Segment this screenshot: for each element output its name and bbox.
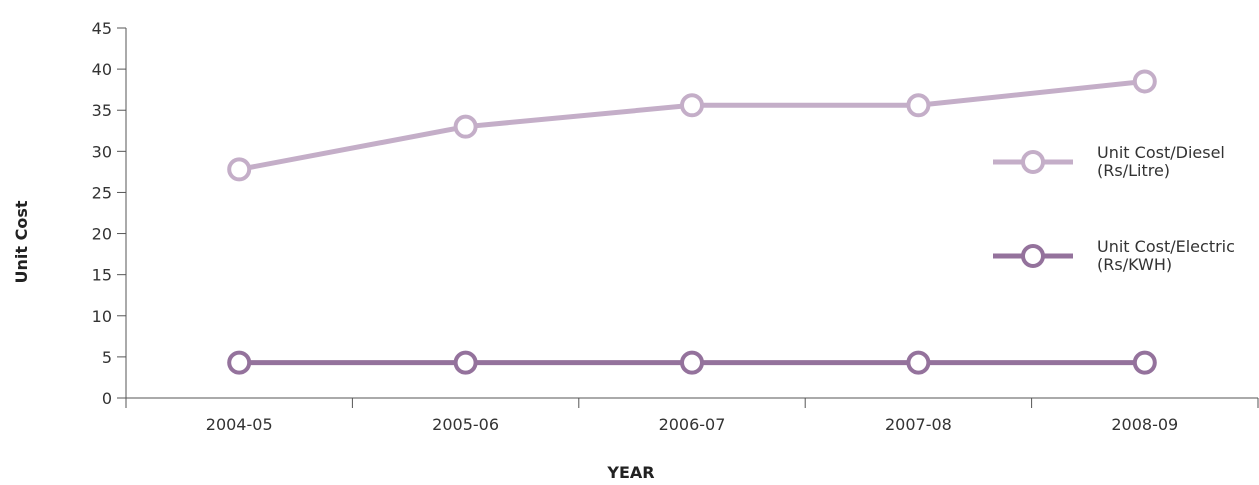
y-tick-label: 40: [92, 60, 112, 79]
legend: Unit Cost/Diesel(Rs/Litre) Unit Cost/Elec…: [993, 143, 1235, 274]
x-axis: 2004-05 2005-06 2006-07 2007-08 2008-09: [125, 397, 1259, 434]
y-axis-title: Unit Cost: [12, 200, 31, 283]
x-axis-title: YEAR: [606, 463, 654, 482]
data-point: [453, 114, 478, 139]
data-point: [227, 157, 252, 182]
data-point: [906, 93, 931, 118]
y-tick-label: 0: [102, 389, 112, 408]
x-tick-label: 2006-07: [659, 415, 726, 434]
series-layer: [227, 69, 1157, 375]
y-tick-label: 5: [102, 348, 112, 367]
x-tick-label: 2007-08: [885, 415, 952, 434]
x-tick-label: 2004-05: [206, 415, 273, 434]
legend-label: Unit Cost/Diesel: [1097, 143, 1225, 162]
x-tick-label: 2005-06: [432, 415, 499, 434]
y-tick-label: 45: [92, 19, 112, 38]
y-axis: 0 5 10 15 20 25 30 35 40 45: [92, 19, 127, 408]
legend-label: Unit Cost/Electric: [1097, 237, 1235, 256]
legend-marker: [1021, 150, 1045, 174]
legend-marker: [1021, 244, 1045, 268]
y-tick-label: 35: [92, 101, 112, 120]
y-tick-label: 10: [92, 307, 112, 326]
data-point: [453, 350, 478, 375]
y-tick-label: 20: [92, 225, 112, 244]
y-tick-label: 15: [92, 266, 112, 285]
data-point: [906, 350, 931, 375]
y-tick-label: 25: [92, 183, 112, 202]
data-point: [680, 350, 704, 375]
data-point: [1132, 350, 1157, 375]
data-point: [680, 93, 704, 118]
x-tick-label: 2008-09: [1111, 415, 1178, 434]
data-point: [227, 350, 252, 375]
legend-label: (Rs/KWH): [1097, 255, 1172, 274]
y-tick-label: 30: [92, 142, 112, 161]
data-point: [1132, 69, 1157, 94]
legend-label: (Rs/Litre): [1097, 161, 1170, 180]
